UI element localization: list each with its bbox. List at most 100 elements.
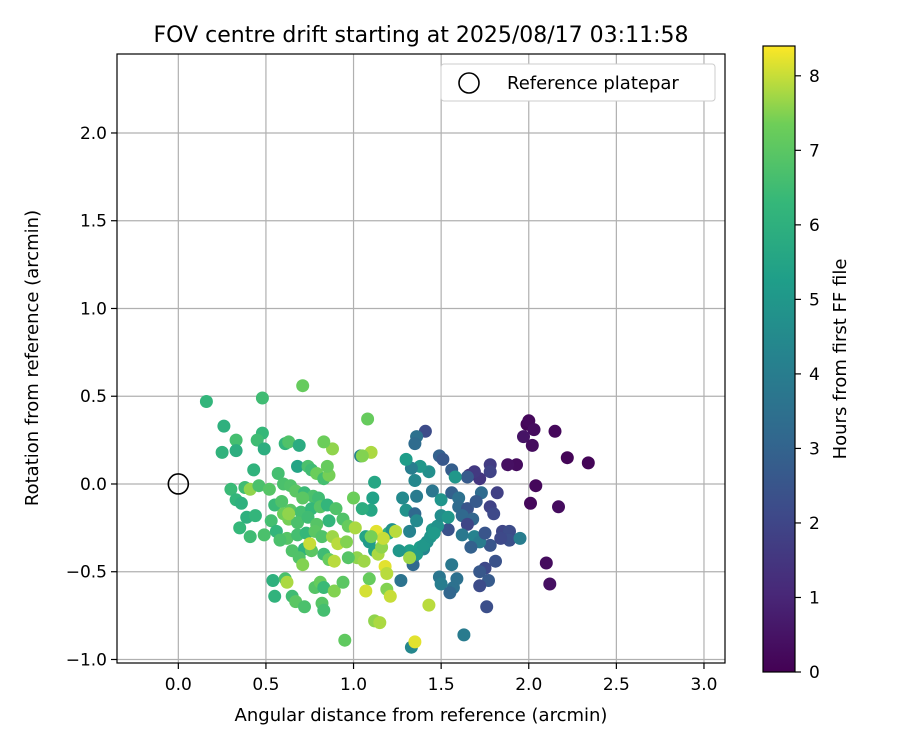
- data-point: [282, 507, 296, 521]
- data-point: [469, 495, 483, 508]
- data-point: [525, 438, 539, 452]
- data-point: [399, 452, 413, 466]
- y-axis-ticks: −1.0 −0.5 0.0 0.5 1.0 1.5 2.0: [66, 124, 117, 670]
- colorbar-tick-label: 8: [809, 67, 820, 87]
- data-point: [255, 391, 269, 405]
- data-point: [282, 435, 296, 449]
- data-point: [322, 514, 336, 528]
- x-tick-label: 0.5: [252, 675, 279, 695]
- data-point: [280, 575, 294, 589]
- colorbar-tick-label: 1: [809, 588, 820, 608]
- data-point: [248, 509, 262, 523]
- y-tick-label: −0.5: [66, 563, 107, 583]
- data-point: [247, 463, 261, 477]
- data-point: [501, 458, 515, 472]
- x-tick-label: 2.0: [515, 675, 542, 695]
- x-tick-label: 0.0: [165, 675, 192, 695]
- data-point: [341, 551, 355, 565]
- data-point: [408, 635, 422, 649]
- data-point: [434, 577, 448, 591]
- colorbar-gradient: [762, 45, 796, 673]
- data-point: [329, 502, 343, 516]
- data-point: [422, 598, 436, 612]
- data-point: [199, 395, 213, 408]
- data-point: [457, 628, 471, 642]
- data-point: [373, 616, 387, 630]
- chart-title: FOV centre drift starting at 2025/08/17 …: [154, 23, 689, 48]
- data-point: [490, 486, 504, 500]
- data-point: [487, 507, 501, 521]
- data-point: [298, 600, 311, 614]
- y-tick-label: −1.0: [66, 650, 107, 670]
- data-point: [448, 470, 462, 484]
- data-point: [425, 484, 439, 498]
- data-point: [359, 584, 373, 598]
- data-point: [264, 514, 278, 528]
- data-point: [410, 514, 424, 528]
- data-point: [464, 540, 478, 554]
- data-point: [441, 510, 455, 524]
- data-point: [403, 551, 417, 565]
- data-point: [480, 600, 494, 614]
- data-point: [275, 495, 289, 508]
- y-tick-label: 0.5: [80, 387, 107, 407]
- data-point: [408, 474, 422, 487]
- grid-lines: [117, 54, 725, 663]
- data-point: [543, 577, 557, 591]
- data-point: [357, 554, 371, 568]
- data-point: [243, 530, 257, 544]
- data-point: [229, 444, 243, 458]
- legend-label: Reference platepar: [507, 73, 679, 94]
- colorbar-tick-label: 6: [809, 216, 820, 236]
- colorbar-ticks: 0 1 2 3 4 5 6 7 8: [795, 67, 820, 683]
- data-point: [394, 574, 408, 587]
- plot-frame: [116, 53, 726, 664]
- data-point: [389, 524, 403, 538]
- data-point: [392, 544, 406, 558]
- data-point: [291, 459, 304, 473]
- colorbar-tick-label: 3: [809, 439, 820, 459]
- y-tick-label: 0.0: [80, 475, 107, 495]
- data-point: [296, 491, 310, 505]
- legend: Reference platepar: [440, 63, 716, 102]
- data-point: [301, 510, 315, 524]
- reference-platepar-marker: [167, 473, 190, 495]
- colorbar: 0 1 2 3 4 5 6 7 8 Hours from first FF file: [762, 45, 851, 683]
- data-point: [445, 558, 459, 572]
- data-point: [436, 452, 450, 466]
- data-point: [366, 491, 380, 505]
- x-tick-label: 1.0: [340, 675, 367, 695]
- data-point: [229, 433, 243, 447]
- data-point: [441, 523, 455, 537]
- data-point: [273, 533, 287, 547]
- data-point: [317, 581, 331, 594]
- data-points: [199, 379, 595, 654]
- data-point: [443, 586, 457, 600]
- colorbar-tick-label: 2: [809, 514, 820, 534]
- data-point: [560, 451, 574, 465]
- colorbar-tick-label: 4: [809, 365, 820, 385]
- data-point: [517, 430, 530, 444]
- data-point: [303, 537, 317, 551]
- data-point: [250, 433, 264, 447]
- data-point: [355, 502, 369, 516]
- data-point: [271, 467, 285, 480]
- data-point: [368, 475, 382, 489]
- data-point: [529, 479, 543, 493]
- data-point: [215, 445, 229, 459]
- data-point: [266, 574, 280, 587]
- data-point: [340, 535, 353, 549]
- data-point: [257, 442, 271, 456]
- y-tick-label: 1.0: [80, 299, 107, 319]
- data-point: [494, 531, 508, 545]
- data-point: [252, 479, 266, 493]
- data-point: [361, 412, 375, 426]
- data-point: [364, 530, 378, 544]
- x-tick-label: 1.5: [428, 675, 455, 695]
- data-point: [336, 575, 350, 589]
- data-point: [408, 437, 422, 451]
- data-point: [417, 538, 431, 552]
- legend-marker-icon: [458, 72, 480, 94]
- data-point: [224, 482, 238, 496]
